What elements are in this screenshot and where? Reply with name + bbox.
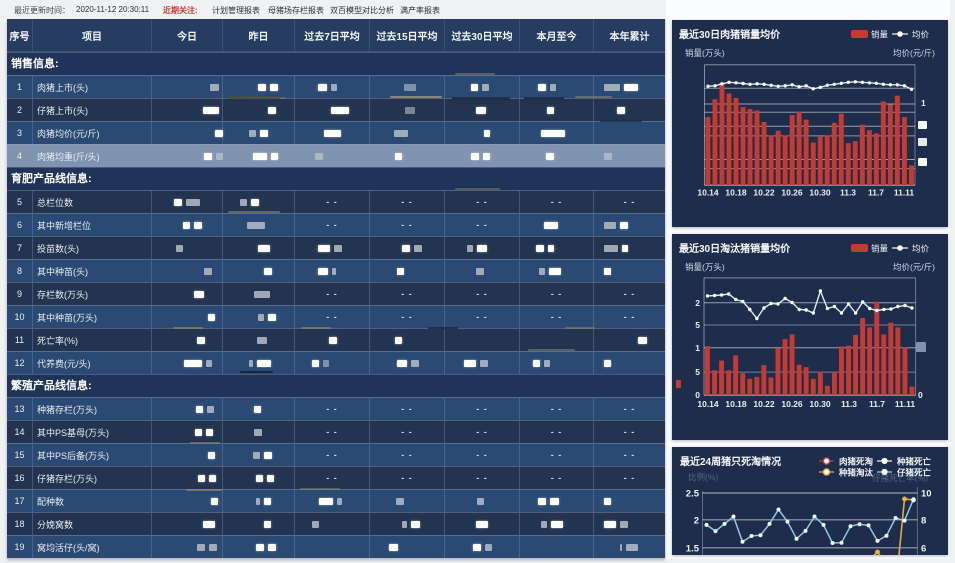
svg-text:种猪淘汰: 种猪淘汰 (838, 468, 874, 478)
svg-text:10.18: 10.18 (725, 399, 747, 409)
svg-text:0: 0 (918, 390, 923, 400)
svg-text:10.30: 10.30 (809, 399, 831, 409)
svg-text:8: 8 (921, 515, 926, 526)
svg-text:1: 1 (695, 343, 700, 353)
svg-text:10: 10 (921, 489, 932, 500)
svg-text:10.14: 10.14 (697, 399, 719, 409)
svg-text:10.22: 10.22 (753, 399, 775, 409)
svg-text:肉猪死淘: 肉猪死淘 (839, 457, 874, 467)
svg-text:10.14: 10.14 (697, 188, 719, 198)
svg-text:均价: 均价 (912, 244, 930, 254)
svg-text:1: 1 (921, 98, 926, 108)
svg-text:6: 6 (921, 543, 926, 554)
svg-text:仔猪死亡: 仔猪死亡 (897, 468, 932, 478)
svg-text:2.5: 2.5 (686, 489, 700, 500)
svg-text:最近30日淘汰猪销量均价: 最近30日淘汰猪销量均价 (679, 242, 791, 255)
svg-text:销量: 销量 (871, 30, 889, 40)
svg-text:均价: 均价 (912, 30, 930, 40)
svg-text:种猪死亡: 种猪死亡 (896, 457, 932, 467)
svg-text:0: 0 (695, 390, 700, 400)
svg-text:11.11: 11.11 (894, 188, 915, 198)
svg-text:销量(万头): 销量(万头) (685, 48, 725, 58)
svg-text:10.18: 10.18 (725, 188, 747, 198)
svg-text:5: 5 (695, 320, 700, 330)
svg-text:最近24周猪只死淘情况: 最近24周猪只死淘情况 (680, 455, 781, 468)
svg-text:1.5: 1.5 (686, 543, 700, 554)
svg-text:仔猪死亡率(%): 仔猪死亡率(%) (872, 473, 928, 483)
svg-text:2: 2 (695, 298, 700, 308)
svg-text:11.3: 11.3 (840, 188, 856, 198)
svg-text:10.22: 10.22 (753, 188, 775, 198)
svg-text:11.3: 11.3 (841, 399, 857, 409)
svg-text:11.7: 11.7 (868, 188, 884, 198)
svg-text:10.26: 10.26 (781, 399, 803, 409)
svg-text:10.30: 10.30 (809, 188, 831, 198)
svg-text:均价(元/斤): 均价(元/斤) (893, 48, 935, 58)
svg-text:比例(%): 比例(%) (688, 472, 718, 482)
svg-text:均价(元/斤): 均价(元/斤) (893, 262, 935, 272)
svg-text:10.26: 10.26 (781, 188, 803, 198)
svg-text:销量(万头): 销量(万头) (685, 262, 725, 272)
svg-text:2: 2 (694, 515, 699, 526)
svg-text:5: 5 (695, 367, 700, 377)
svg-text:最近30日肉猪销量均价: 最近30日肉猪销量均价 (679, 28, 781, 41)
svg-text:11.7: 11.7 (869, 399, 885, 409)
svg-text:销量: 销量 (871, 244, 889, 254)
svg-text:11.11: 11.11 (895, 399, 916, 409)
